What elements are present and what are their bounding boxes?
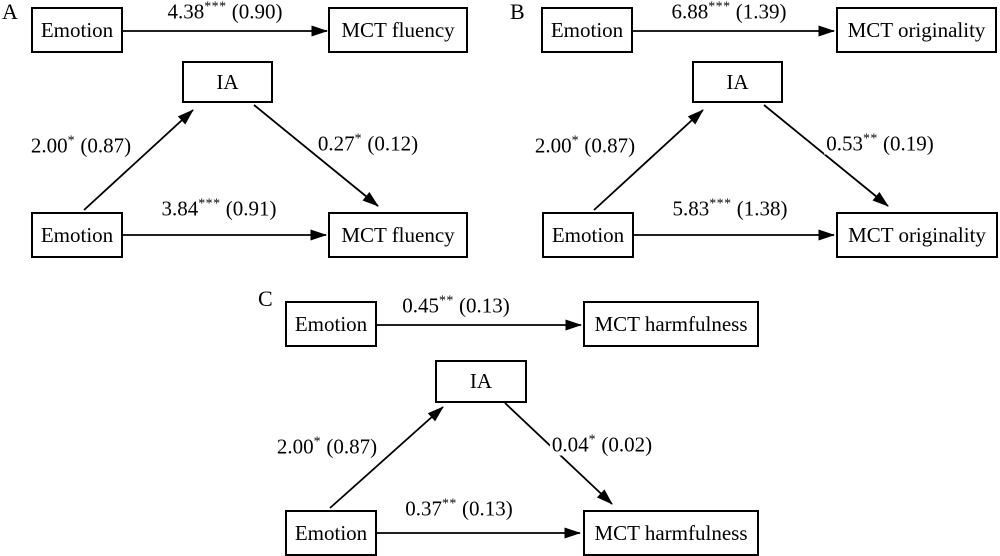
coef-se: (0.90) xyxy=(231,0,283,24)
panel-b-total-outcome-box: MCT originality xyxy=(836,7,997,53)
panel-a-a-path-arrow xyxy=(83,109,194,211)
coef-stars: *** xyxy=(198,195,221,211)
coef-value: 5.83 xyxy=(672,196,710,221)
coef-value: 4.38 xyxy=(167,0,205,24)
panel-b-letter: B xyxy=(510,0,525,24)
panel-c-total-outcome-box: MCT harmfulness xyxy=(583,301,759,347)
panel-c-b-path-label: 0.04* (0.02) xyxy=(549,431,655,457)
panel-a-predictor-box: Emotion xyxy=(31,212,123,258)
coef-stars: ** xyxy=(441,495,457,511)
coef-value: 3.84 xyxy=(161,196,199,221)
coef-value: 0.37 xyxy=(405,496,442,521)
panel-a-total-predictor-box: Emotion xyxy=(31,7,123,53)
panel-c-outcome-box: MCT harmfulness xyxy=(583,510,759,556)
coef-stars: * xyxy=(588,431,597,447)
panel-c-a-path-arrow xyxy=(329,406,444,509)
panel-a-outcome-box: MCT fluency xyxy=(328,212,468,258)
panel-c-c-prime-label: 0.37** (0.13) xyxy=(403,495,515,521)
panel-c-total-predictor-box: Emotion xyxy=(285,301,377,347)
coef-stars: *** xyxy=(204,0,227,14)
coef-value: 6.88 xyxy=(671,0,709,24)
coef-value: 0.53 xyxy=(826,131,863,156)
panel-b-a-path-label: 2.00* (0.87) xyxy=(532,132,638,158)
panel-b-b-path-label: 0.53** (0.19) xyxy=(824,130,936,156)
coef-stars: * xyxy=(313,433,322,449)
coef-stars: * xyxy=(354,130,363,146)
coef-se: (0.87) xyxy=(326,434,378,459)
panel-a-b-path-label: 0.27* (0.12) xyxy=(315,130,421,156)
panel-a-a-path-label: 2.00* (0.87) xyxy=(28,132,134,158)
coef-se: (0.13) xyxy=(462,496,513,521)
coef-se: (1.39) xyxy=(735,0,787,24)
coef-value: 2.00 xyxy=(30,133,68,158)
panel-b-predictor-box: Emotion xyxy=(542,212,634,258)
panel-b-c-prime-label: 5.83*** (1.38) xyxy=(670,195,790,221)
coef-value: 2.00 xyxy=(276,434,314,459)
coef-se: (0.87) xyxy=(584,133,636,158)
coef-stars: ** xyxy=(862,130,878,146)
coef-stars: * xyxy=(571,132,580,148)
panel-c-a-path-label: 2.00* (0.87) xyxy=(274,433,380,459)
coef-value: 0.04 xyxy=(551,432,589,457)
panel-a-mediator-box: IA xyxy=(182,61,273,103)
panel-c-total-coef-label: 0.45** (0.13) xyxy=(400,292,512,318)
coef-se: (1.38) xyxy=(736,196,788,221)
panel-a-c-prime-label: 3.84*** (0.91) xyxy=(159,195,279,221)
coef-stars: *** xyxy=(708,0,731,14)
coef-stars: * xyxy=(67,132,76,148)
panel-a-total-coef-label: 4.38*** (0.90) xyxy=(165,0,285,24)
coef-se: (0.19) xyxy=(883,131,934,156)
coef-se: (0.87) xyxy=(80,133,132,158)
panel-c-predictor-box: Emotion xyxy=(285,510,377,556)
coef-stars: *** xyxy=(709,195,732,211)
panel-b-a-path-arrow xyxy=(593,109,704,211)
panel-b-total-coef-label: 6.88*** (1.39) xyxy=(669,0,789,24)
coef-se: (0.13) xyxy=(459,293,510,318)
coef-value: 0.45 xyxy=(402,293,439,318)
coef-se: (0.02) xyxy=(601,432,653,457)
coef-se: (0.91) xyxy=(225,196,277,221)
coef-value: 0.27 xyxy=(317,131,355,156)
panel-a-b-path-arrow xyxy=(253,104,379,207)
coef-stars: ** xyxy=(438,292,454,308)
panel-a-total-outcome-box: MCT fluency xyxy=(328,7,468,53)
panel-b-outcome-box: MCT originality xyxy=(836,212,998,258)
panel-b-total-predictor-box: Emotion xyxy=(541,7,633,53)
coef-value: 2.00 xyxy=(534,133,572,158)
panel-b-b-path-arrow xyxy=(763,104,889,207)
panel-c-mediator-box: IA xyxy=(435,360,527,403)
panel-b-mediator-box: IA xyxy=(692,61,783,103)
coef-se: (0.12) xyxy=(367,131,419,156)
panel-c-letter: C xyxy=(258,286,273,311)
panel-a-letter: A xyxy=(2,0,18,24)
